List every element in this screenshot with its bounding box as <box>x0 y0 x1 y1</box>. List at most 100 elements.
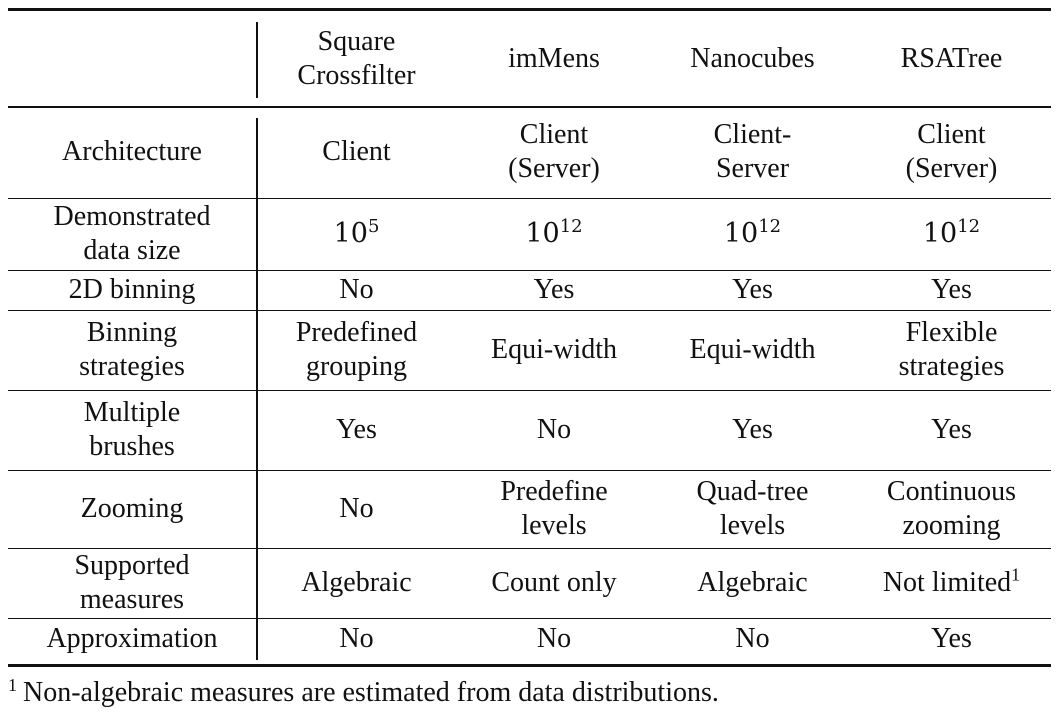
table-cell: Continuous zooming <box>852 470 1051 548</box>
table-cell-text: Equi-width <box>690 333 816 367</box>
table-cell-line: Server <box>715 153 790 184</box>
table-cell-line: No <box>735 623 770 655</box>
row-label: Architecture <box>8 106 256 198</box>
row-label-line: Demonstrated <box>53 201 211 233</box>
column-header-text: Square Crossfilter <box>297 25 415 92</box>
data-size-base: 10 <box>333 218 368 250</box>
row-label: Supported measures <box>8 548 256 618</box>
table-cell-text: Predefine levels <box>500 475 607 542</box>
table-cell-text: Yes <box>534 273 575 307</box>
table-cell-line: (Server) <box>905 153 998 184</box>
table-cell-text: Continuous zooming <box>887 475 1016 542</box>
table-cell-text: Quad-tree levels <box>697 475 809 542</box>
table-rule <box>8 310 1051 311</box>
table-cell: Client <box>258 106 455 198</box>
row-label-text: Binning strategies <box>79 316 185 383</box>
table-cell-line: Flexible <box>905 317 998 349</box>
table-cell-text: Yes <box>336 413 377 447</box>
table-cell-text: Flexible strategies <box>899 316 1005 383</box>
table-cell-text: Algebraic <box>301 566 411 600</box>
table-cell-line: Not limited1 <box>883 566 1020 600</box>
table-rule <box>8 548 1051 549</box>
column-separator <box>256 118 258 198</box>
table-cell: Algebraic <box>258 548 455 618</box>
column-separator <box>256 198 258 270</box>
table-cell-line: Algebraic <box>697 567 808 599</box>
row-label-line: brushes <box>89 431 175 462</box>
table-rule <box>8 618 1051 619</box>
table-cell-text: Client- Server <box>714 118 792 185</box>
table-cell-line: Client- <box>713 119 792 151</box>
table-cell-line: Yes <box>931 623 972 655</box>
row-label: 2D binning <box>8 270 256 310</box>
table-cell-text: No <box>537 622 571 656</box>
table-cell-text: Equi-width <box>491 333 617 367</box>
table-cell-text: Predefined grouping <box>296 316 417 383</box>
row-label: Zooming <box>8 470 256 548</box>
column-header-line: Crossfilter <box>297 59 416 91</box>
footnote-reference: 1 <box>1011 564 1021 585</box>
table-cell: Flexible strategies <box>852 310 1051 390</box>
row-label: Demonstrated data size <box>8 198 256 270</box>
table-cell-line: Yes <box>931 274 972 306</box>
data-size-base: 10 <box>922 218 958 250</box>
table-rule <box>8 270 1051 271</box>
table-rule <box>8 8 1051 11</box>
row-label-text: Multiple brushes <box>84 396 180 463</box>
row-label-line: strategies <box>79 351 185 382</box>
table-cell-text: 1012 <box>724 217 781 251</box>
column-header-line: Square <box>317 25 396 57</box>
row-label-text: Approximation <box>46 622 217 656</box>
table-cell-line: Count only <box>491 567 617 599</box>
table-cell: No <box>258 470 455 548</box>
table-cell: Client (Server) <box>852 106 1051 198</box>
table-cell-text: Not limited1 <box>883 566 1020 600</box>
row-label: Approximation <box>8 618 256 660</box>
data-size-exponent: 5 <box>367 216 380 238</box>
column-separator <box>256 470 258 548</box>
table-cell-text: No <box>735 622 769 656</box>
data-size-exponent: 12 <box>559 216 583 238</box>
row-label-line: Architecture <box>62 136 202 168</box>
column-separator <box>256 548 258 618</box>
column-separator <box>256 310 258 390</box>
column-separator <box>256 270 258 310</box>
row-label-line: Multiple <box>83 397 181 429</box>
table-cell-line: strategies <box>898 351 1005 382</box>
table-cell: 1012 <box>852 198 1051 270</box>
data-size-exponent: 12 <box>957 216 981 238</box>
column-separator <box>256 390 258 470</box>
table-rule <box>8 106 1051 108</box>
table-cell-line: No <box>339 493 374 525</box>
column-header: imMens <box>455 11 653 106</box>
table-cell-text: Yes <box>931 622 972 656</box>
row-label-line: 2D binning <box>68 274 196 306</box>
data-size-exponent: 12 <box>758 216 782 238</box>
row-label-text: Zooming <box>81 492 184 526</box>
table-cell: Yes <box>852 390 1051 470</box>
table-cell: Algebraic <box>653 548 852 618</box>
table-cell: Yes <box>852 270 1051 310</box>
table-cell-line: Client <box>519 119 589 151</box>
table-cell: Predefine levels <box>455 470 653 548</box>
table-cell-text: Client (Server) <box>508 118 600 185</box>
row-label-text: 2D binning <box>69 273 196 307</box>
data-size-base: 10 <box>723 218 759 250</box>
column-separator <box>256 618 258 660</box>
table-cell: Yes <box>258 390 455 470</box>
row-label-line: Supported <box>74 550 190 582</box>
footnote-text: Non-algebraic measures are estimated fro… <box>23 677 719 708</box>
table-cell-line: Client <box>917 119 986 151</box>
table-cell: No <box>455 618 653 660</box>
footnote-marker: 1 <box>8 674 17 695</box>
row-label-line: Binning <box>86 317 178 349</box>
table-cell: Yes <box>653 270 852 310</box>
table-cell: 1012 <box>653 198 852 270</box>
column-header-text: Nanocubes <box>690 42 814 76</box>
table-rule <box>8 390 1051 391</box>
table-cell: 105 <box>258 198 455 270</box>
table-cell-line: Equi-width <box>689 334 816 366</box>
row-label: Multiple brushes <box>8 390 256 470</box>
column-header: RSATree <box>852 11 1051 106</box>
table-cell-text: No <box>339 273 373 307</box>
